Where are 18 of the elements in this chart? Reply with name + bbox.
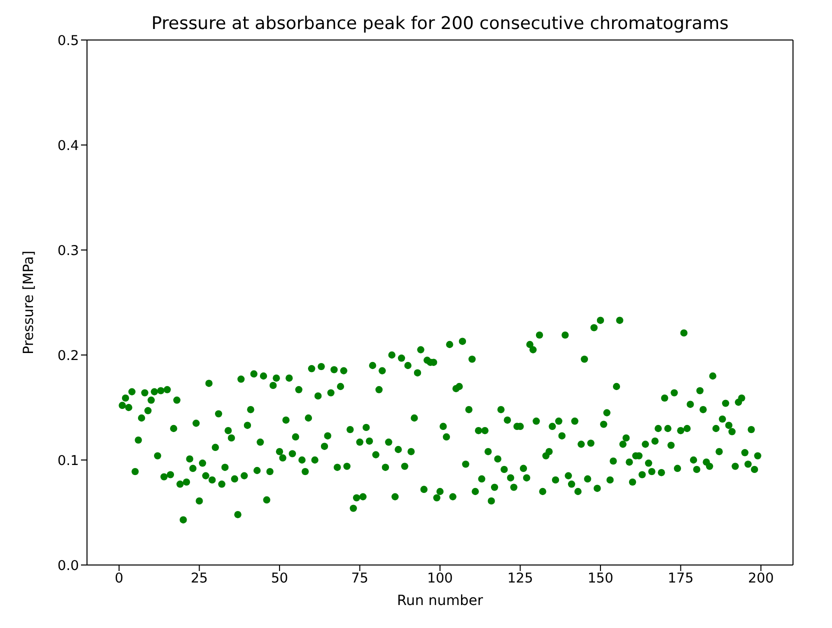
x-tick-label: 25 [190,570,208,587]
chart-title: Pressure at absorbance peak for 200 consecutive chromatograms [150,14,730,34]
y-axis-title: Pressure [MPa] [20,250,37,354]
y-tick-label: 0.5 [58,32,79,49]
x-tick-label: 100 [427,570,453,587]
x-tick-label: 125 [507,570,534,587]
y-tick-label: 0.4 [58,138,79,154]
x-axis-title: Run number [397,593,484,609]
x-tick-label: 150 [588,570,614,587]
x-tick-label: 75 [351,570,368,587]
y-tick-label: 0.3 [58,242,79,259]
y-tick-label: 0.1 [58,452,79,469]
x-tick-label: 200 [748,570,774,587]
x-tick-label: 0 [114,570,124,587]
y-tick-label: 0.0 [58,558,79,574]
x-tick-label: 175 [668,570,694,587]
x-tick-label: 50 [270,570,288,587]
y-tick-label: 0.2 [58,348,79,364]
